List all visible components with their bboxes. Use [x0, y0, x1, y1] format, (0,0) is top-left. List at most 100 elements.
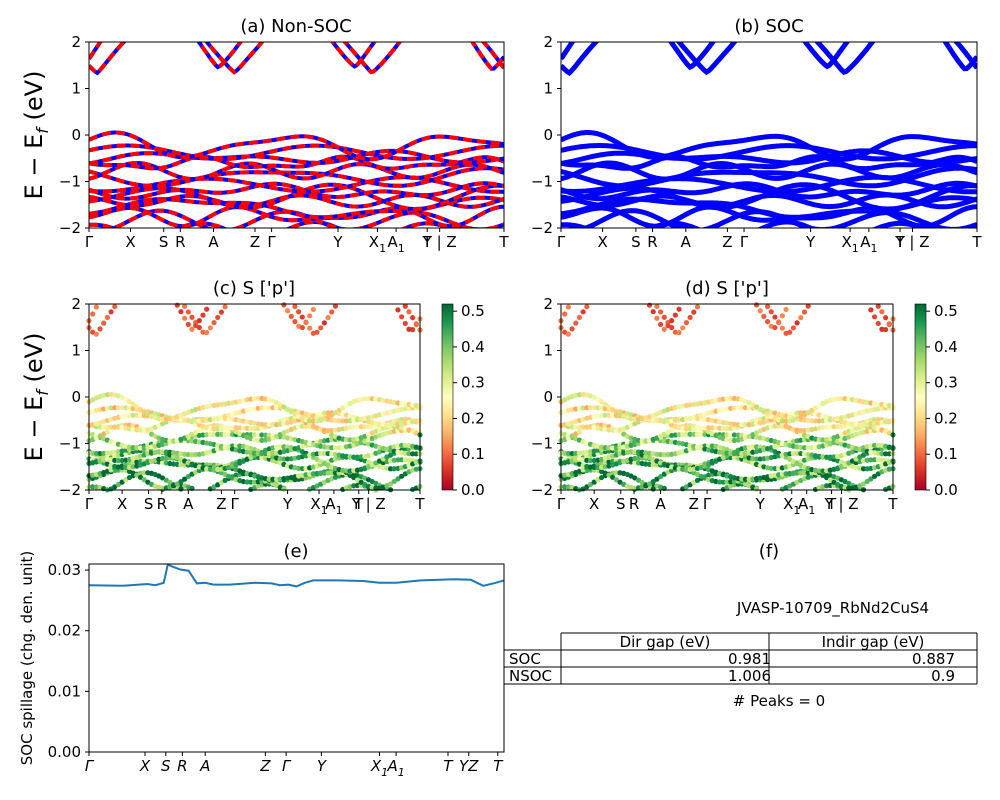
band-line-soc — [561, 180, 977, 202]
panel-c-dots — [86, 302, 423, 493]
x-tick-label: Y | Z — [895, 233, 930, 251]
projection-dot — [406, 451, 412, 457]
projection-dot — [93, 304, 99, 310]
projection-dot — [610, 406, 616, 413]
projection-dot — [244, 479, 250, 485]
x-tick-label: X1 — [370, 757, 388, 779]
projection-dot — [329, 470, 335, 476]
projection-dot — [325, 470, 331, 476]
projection-dot — [178, 309, 184, 315]
projection-dot — [591, 404, 597, 411]
projection-dot — [728, 432, 734, 438]
projection-dot — [104, 392, 110, 398]
projection-dot — [354, 482, 361, 488]
panel-f-gap-table: (f) JVASP-10709_RbNd2CuS4 Dir gap (eV) I… — [503, 541, 978, 710]
y-tick-label: −1 — [59, 173, 81, 191]
x-tick-subscript: 1 — [379, 242, 386, 255]
band-line-red — [89, 154, 504, 171]
projection-dot — [137, 406, 144, 413]
x-tick-subscript: 1 — [321, 504, 328, 517]
projection-dot — [632, 449, 638, 455]
panel-e-line — [88, 563, 505, 588]
projection-dot — [576, 314, 583, 321]
colorbar-bar — [441, 303, 454, 491]
projection-dot — [683, 431, 690, 437]
x-tick-label: Y — [282, 495, 293, 513]
colorbar-tick-label: 0.3 — [461, 374, 485, 392]
projection-dot — [787, 470, 793, 477]
projection-dot — [610, 427, 616, 433]
projection-dot — [824, 454, 830, 460]
projection-dot — [794, 450, 800, 457]
panel-d-title: (d) S ['p'] — [685, 278, 769, 299]
projection-dot — [211, 320, 217, 326]
projection-dot — [332, 445, 339, 451]
projection-dot — [266, 476, 272, 482]
projection-dot — [358, 424, 364, 430]
projection-dot — [871, 314, 878, 320]
projection-dot — [215, 431, 221, 437]
projection-dot — [562, 484, 568, 490]
colorbar-tick-label: 0.4 — [934, 338, 958, 356]
projection-dot — [115, 481, 122, 488]
projection-dot — [883, 327, 889, 333]
row-nsoc-label: NSOC — [509, 667, 552, 685]
colorbar-tick-label: 0.2 — [934, 409, 958, 427]
material-id: JVASP-10709_RbNd2CuS4 — [736, 599, 929, 618]
projection-dot — [816, 418, 822, 424]
projection-dot — [683, 426, 690, 432]
projection-dot — [772, 314, 778, 320]
projection-dot — [185, 321, 191, 328]
x-tick-label: A1 — [387, 233, 404, 255]
projection-dot — [299, 465, 305, 472]
projection-dot — [251, 395, 258, 402]
projection-dot — [639, 438, 645, 444]
projection-dot — [410, 327, 416, 333]
x-tick-label: S — [631, 233, 641, 251]
projection-dot — [835, 424, 841, 430]
x-tick-label: Z — [689, 495, 699, 513]
projection-dot — [354, 454, 361, 460]
x-tick-label: Γ — [703, 495, 712, 513]
projection-dot — [251, 432, 258, 438]
projection-dot — [299, 314, 305, 320]
projection-dot — [787, 329, 793, 335]
projection-dot — [399, 473, 405, 479]
projection-dot — [248, 432, 254, 438]
y-tick-label: −2 — [531, 481, 553, 499]
projection-dot — [159, 416, 166, 422]
projection-dot — [739, 405, 745, 411]
projection-dot — [255, 437, 261, 443]
projection-dot — [182, 476, 188, 482]
projection-dot — [193, 322, 199, 329]
projection-dot — [185, 473, 191, 480]
projection-dot — [886, 451, 892, 457]
projection-dot — [119, 404, 125, 411]
projection-dot — [325, 427, 331, 434]
projection-dot — [628, 449, 634, 455]
projection-dot — [395, 457, 401, 463]
projection-dot — [761, 313, 767, 319]
band-group — [561, 42, 977, 228]
projection-dot — [687, 426, 693, 432]
projection-dot — [794, 410, 800, 416]
projection-dot — [779, 313, 785, 319]
projection-dot — [824, 424, 830, 430]
projection-dot — [410, 451, 416, 457]
x-tick-label: Z — [722, 233, 732, 251]
projection-dot — [222, 304, 228, 310]
projection-dot — [226, 431, 232, 438]
x-tick-label: A1 — [860, 233, 877, 255]
projection-dot — [717, 425, 723, 431]
projection-dot — [883, 315, 889, 321]
projection-dot — [598, 412, 605, 419]
projection-dot — [112, 405, 118, 411]
projection-dot — [735, 422, 741, 428]
projection-dot — [654, 476, 660, 482]
projection-dot — [233, 425, 239, 431]
projection-dot — [654, 303, 660, 310]
projection-dot — [569, 450, 575, 457]
projection-dot — [90, 311, 96, 317]
projection-dot — [757, 308, 763, 314]
projection-dot — [123, 464, 129, 471]
